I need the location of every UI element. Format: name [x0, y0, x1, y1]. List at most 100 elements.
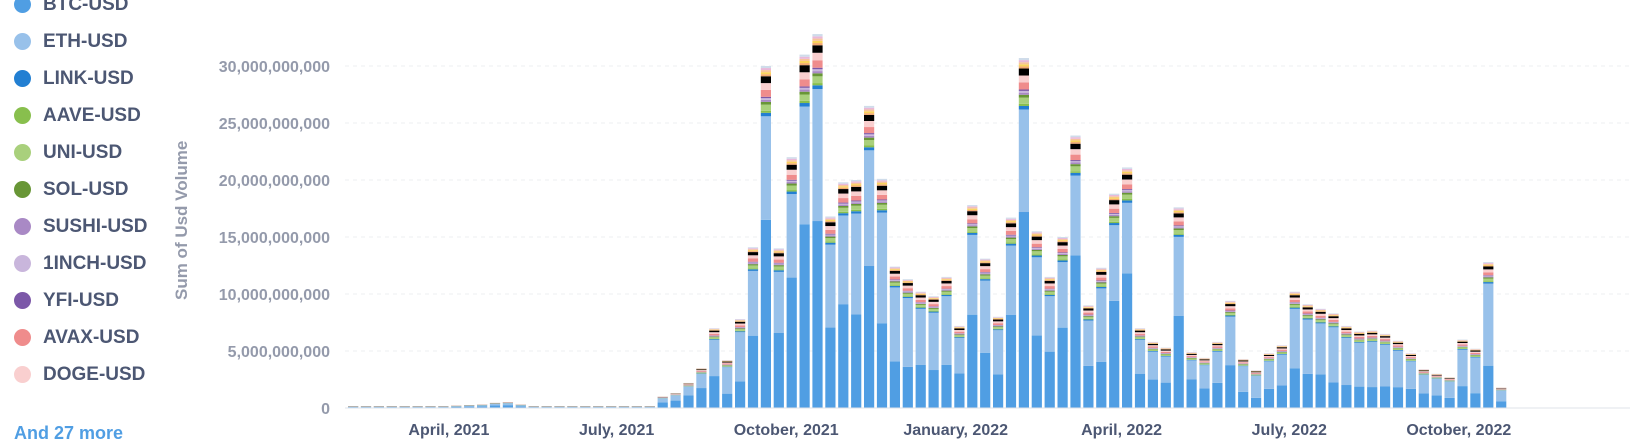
bar-stack[interactable] [1148, 342, 1158, 408]
bar-stack[interactable] [1419, 369, 1429, 408]
bar-segment [1290, 304, 1300, 305]
bar-stack[interactable] [477, 405, 487, 408]
bar-segment [890, 281, 900, 282]
bar-stack[interactable] [890, 267, 900, 408]
bar-stack[interactable] [761, 66, 771, 408]
bar-stack[interactable] [929, 296, 939, 408]
bar-segment [838, 184, 848, 185]
bar-stack[interactable] [851, 180, 861, 408]
bar-segment [980, 274, 990, 275]
bar-stack[interactable] [1032, 231, 1042, 408]
bar-segment [1174, 212, 1184, 213]
bar-segment [993, 330, 1003, 374]
bar-stack[interactable] [838, 182, 848, 408]
bar-stack[interactable] [1264, 353, 1274, 408]
bar-stack[interactable] [1199, 358, 1209, 408]
bar-stack[interactable] [825, 216, 835, 408]
bar-stack[interactable] [980, 259, 990, 408]
bar-stack[interactable] [877, 179, 887, 408]
bar-segment [1212, 349, 1222, 350]
bar-segment [787, 194, 797, 278]
bar-stack[interactable] [722, 360, 732, 408]
bar-stack[interactable] [1238, 359, 1248, 408]
bar-stack[interactable] [1070, 136, 1080, 408]
bar-stack[interactable] [1470, 349, 1480, 408]
bar-segment [1174, 226, 1184, 227]
bar-segment [864, 145, 874, 147]
bar-segment [1290, 368, 1300, 408]
bar-stack[interactable] [1251, 370, 1261, 408]
bar-stack[interactable] [683, 383, 693, 408]
bar-stack[interactable] [812, 34, 822, 408]
bar-segment [903, 283, 913, 286]
bar-stack[interactable] [993, 317, 1003, 408]
bar-stack[interactable] [1161, 348, 1171, 408]
bar-segment [1045, 277, 1055, 278]
bar-segment [1264, 355, 1274, 356]
bar-segment [1058, 239, 1068, 240]
bar-stack[interactable] [1225, 301, 1235, 408]
bar-stack[interactable] [1006, 218, 1016, 408]
bar-stack[interactable] [1277, 345, 1287, 408]
bar-segment [903, 296, 913, 297]
bar-segment [903, 282, 913, 283]
bar-segment [800, 72, 810, 79]
bar-stack[interactable] [903, 279, 913, 408]
bar-stack[interactable] [709, 328, 719, 408]
bar-stack[interactable] [1083, 305, 1093, 408]
bar-stack[interactable] [1393, 341, 1403, 408]
bar-segment [1470, 393, 1480, 408]
bar-stack[interactable] [1122, 167, 1132, 408]
bar-stack[interactable] [1058, 237, 1068, 408]
bar-stack[interactable] [748, 247, 758, 408]
bar-stack[interactable] [1212, 342, 1222, 408]
bar-segment [1290, 307, 1300, 308]
bar-segment [1445, 398, 1455, 408]
bar-stack[interactable] [1187, 352, 1197, 408]
bar-stack[interactable] [800, 55, 810, 408]
bar-stack[interactable] [1445, 377, 1455, 408]
bar-stack[interactable] [1341, 326, 1351, 408]
bar-stack[interactable] [1303, 304, 1313, 408]
bar-stack[interactable] [1380, 334, 1390, 408]
bar-stack[interactable] [1328, 313, 1338, 408]
bar-stack[interactable] [1135, 328, 1145, 408]
bar-stack[interactable] [516, 405, 526, 408]
bar-stack[interactable] [864, 106, 874, 408]
bar-stack[interactable] [1367, 330, 1377, 408]
bar-stack[interactable] [696, 368, 706, 408]
bar-stack[interactable] [967, 205, 977, 408]
bar-segment [374, 407, 384, 408]
bar-stack[interactable] [1354, 332, 1364, 408]
bar-stack[interactable] [1019, 58, 1029, 408]
bar-stack[interactable] [1483, 262, 1493, 408]
bar-segment [1187, 380, 1197, 408]
bar-segment [1019, 95, 1029, 98]
bar-stack[interactable] [774, 248, 784, 408]
bar-stack[interactable] [658, 397, 668, 408]
bar-stack[interactable] [1109, 194, 1119, 408]
bar-stack[interactable] [787, 157, 797, 408]
bar-stack[interactable] [916, 292, 926, 408]
bar-segment [1483, 281, 1493, 282]
bar-stack[interactable] [1432, 374, 1442, 408]
bar-stack[interactable] [1406, 353, 1416, 408]
bar-stack[interactable] [490, 403, 500, 408]
bar-stack[interactable] [1496, 387, 1506, 408]
bar-stack[interactable] [941, 277, 951, 408]
bar-stack[interactable] [1290, 292, 1300, 408]
bar-stack[interactable] [1457, 340, 1467, 408]
bar-segment [1174, 316, 1184, 408]
bar-stack[interactable] [1174, 207, 1184, 408]
bar-stack[interactable] [1096, 268, 1106, 408]
bar-stack[interactable] [503, 402, 513, 408]
bar-stack[interactable] [954, 326, 964, 408]
bar-stack[interactable] [671, 393, 681, 408]
bar-segment [812, 221, 822, 408]
bar-segment [825, 222, 835, 226]
bar-stack[interactable] [1045, 277, 1055, 408]
bar-segment [1406, 389, 1416, 408]
bar-stack[interactable] [735, 319, 745, 408]
bar-stack[interactable] [1316, 309, 1326, 408]
bar-segment [774, 256, 784, 259]
